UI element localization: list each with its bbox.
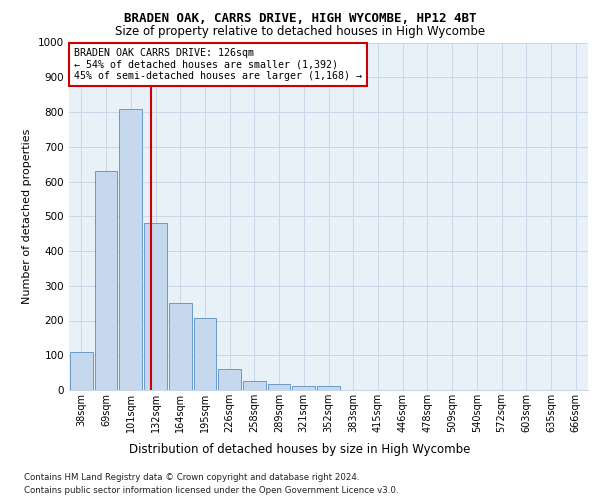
Bar (169, 303, 191, 390)
Y-axis label: Number of detached properties: Number of detached properties (22, 128, 32, 304)
Text: Contains public sector information licensed under the Open Government Licence v3: Contains public sector information licen… (24, 486, 398, 495)
Text: BRADEN OAK, CARRS DRIVE, HIGH WYCOMBE, HP12 4BT: BRADEN OAK, CARRS DRIVE, HIGH WYCOMBE, H… (124, 12, 476, 26)
Text: Size of property relative to detached houses in High Wycombe: Size of property relative to detached ho… (115, 25, 485, 38)
Bar (243, 382, 266, 390)
Text: BRADEN OAK CARRS DRIVE: 126sqm
← 54% of detached houses are smaller (1,392)
45% : BRADEN OAK CARRS DRIVE: 126sqm ← 54% of … (74, 48, 362, 81)
Bar (317, 386, 340, 390)
Text: Contains HM Land Registry data © Crown copyright and database right 2024.: Contains HM Land Registry data © Crown c… (24, 472, 359, 482)
Bar (144, 223, 167, 390)
Bar (292, 386, 315, 390)
Bar (268, 384, 290, 390)
Bar (194, 318, 216, 390)
Bar (119, 108, 142, 390)
Text: Distribution of detached houses by size in High Wycombe: Distribution of detached houses by size … (130, 442, 470, 456)
Bar (70, 352, 93, 390)
Bar (218, 369, 241, 390)
Bar (95, 171, 118, 390)
